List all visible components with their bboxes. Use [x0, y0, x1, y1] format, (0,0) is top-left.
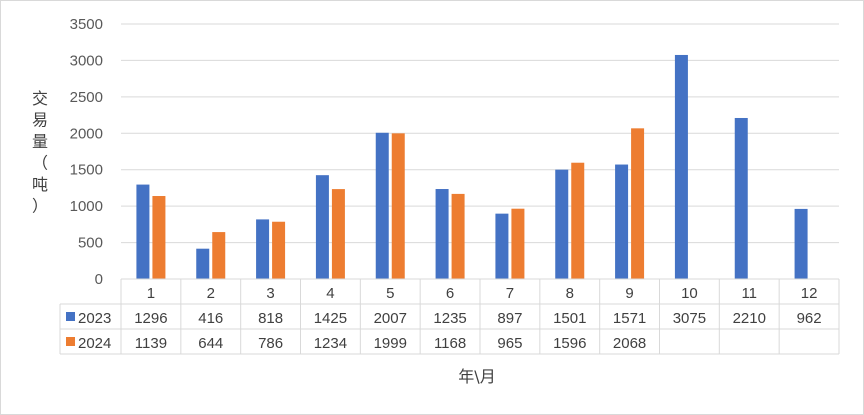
bar-2024-4 [331, 189, 345, 279]
data-label-2023-10: 3075 [673, 310, 706, 327]
data-label-2024-6: 1168 [434, 335, 466, 352]
y-axis-title-char: 交 [32, 89, 48, 108]
bar-2024-6 [451, 193, 465, 279]
bar-2023-4 [315, 175, 329, 279]
x-tick-label: 4 [326, 285, 334, 302]
data-label-2023-8: 1501 [553, 310, 586, 327]
data-label-2024-4: 1234 [314, 335, 347, 352]
data-label-2023-9: 1571 [613, 310, 646, 327]
y-tick-label: 0 [95, 271, 103, 288]
bar-2024-3 [272, 221, 286, 279]
y-axis-title-char: 吨 [32, 175, 48, 194]
x-tick-label: 3 [266, 285, 274, 302]
data-label-2023-11: 2210 [733, 310, 766, 327]
x-tick-label: 1 [147, 285, 155, 302]
data-label-2024-2: 644 [198, 335, 223, 352]
x-tick-label: 12 [801, 285, 818, 302]
data-label-2024-1: 1139 [135, 335, 167, 352]
data-label-2024-3: 786 [258, 335, 283, 352]
y-axis-title: 交易量 （ 吨 ） [32, 89, 48, 216]
x-axis-title: 年\月 [458, 367, 495, 386]
x-tick-label: 11 [741, 285, 757, 302]
y-tick-label: 1500 [70, 162, 103, 179]
legend-label-2024: 2024 [78, 335, 111, 352]
data-label-2023-7: 897 [497, 310, 522, 327]
bar-2024-8 [571, 162, 585, 279]
data-label-2023-2: 416 [198, 310, 223, 327]
data-label-2023-12: 962 [797, 310, 822, 327]
bar-2023-10 [674, 54, 688, 279]
bar-2024-2 [212, 232, 226, 279]
y-tick-label: 500 [78, 235, 103, 252]
data-label-2023-4: 1425 [314, 310, 347, 327]
x-tick-label: 10 [681, 285, 698, 302]
bar-2024-9 [631, 128, 645, 279]
bar-2024-1 [152, 196, 166, 279]
y-tick-label: 2500 [70, 89, 103, 106]
x-tick-label: 5 [386, 285, 394, 302]
x-tick-label: 6 [446, 285, 454, 302]
data-label-2024-5: 1999 [374, 335, 407, 352]
gridlines [121, 23, 839, 244]
legend-swatch-2023 [66, 312, 75, 321]
y-axis-title-char: （ [32, 154, 48, 173]
bar-2023-11 [734, 117, 748, 279]
bar-2023-2 [196, 248, 210, 279]
x-tick-label: 7 [506, 285, 514, 302]
y-tick-label: 1000 [70, 198, 103, 215]
y-axis-title-char: ） [32, 197, 48, 216]
bar-2023-3 [256, 219, 270, 279]
y-axis-title-char: 量 [32, 132, 48, 151]
x-tick-label: 8 [566, 285, 574, 302]
bar-2024-7 [511, 208, 525, 279]
data-label-2024-9: 2068 [613, 335, 646, 352]
legend-label-2023: 2023 [78, 310, 111, 327]
bar-2023-8 [555, 169, 569, 279]
data-label-2023-5: 2007 [374, 310, 407, 327]
bar-2023-9 [615, 164, 629, 279]
data-label-2024-8: 1596 [553, 335, 586, 352]
y-tick-label: 3000 [70, 52, 103, 69]
y-tick-label: 3500 [70, 16, 103, 33]
x-tick-label: 2 [207, 285, 215, 302]
y-axis-ticks: 0 500 1000 1500 2000 2500 3000 3500 [70, 16, 103, 288]
data-label-2023-6: 1235 [433, 310, 466, 327]
bar-2023-7 [495, 213, 509, 279]
bar-2023-6 [435, 189, 449, 279]
data-label-2024-7: 965 [497, 335, 522, 352]
y-tick-label: 2000 [70, 125, 103, 142]
y-axis-title-char: 易 [32, 111, 48, 130]
data-label-2023-3: 818 [258, 310, 283, 327]
bars [136, 54, 808, 279]
legend-swatch-2024 [66, 337, 75, 346]
data-label-2023-1: 1296 [134, 310, 167, 327]
bar-2023-12 [794, 208, 808, 279]
x-tick-label: 9 [625, 285, 633, 302]
bar-2023-1 [136, 184, 150, 279]
bar-2023-5 [375, 132, 389, 279]
bar-2024-5 [391, 133, 405, 279]
